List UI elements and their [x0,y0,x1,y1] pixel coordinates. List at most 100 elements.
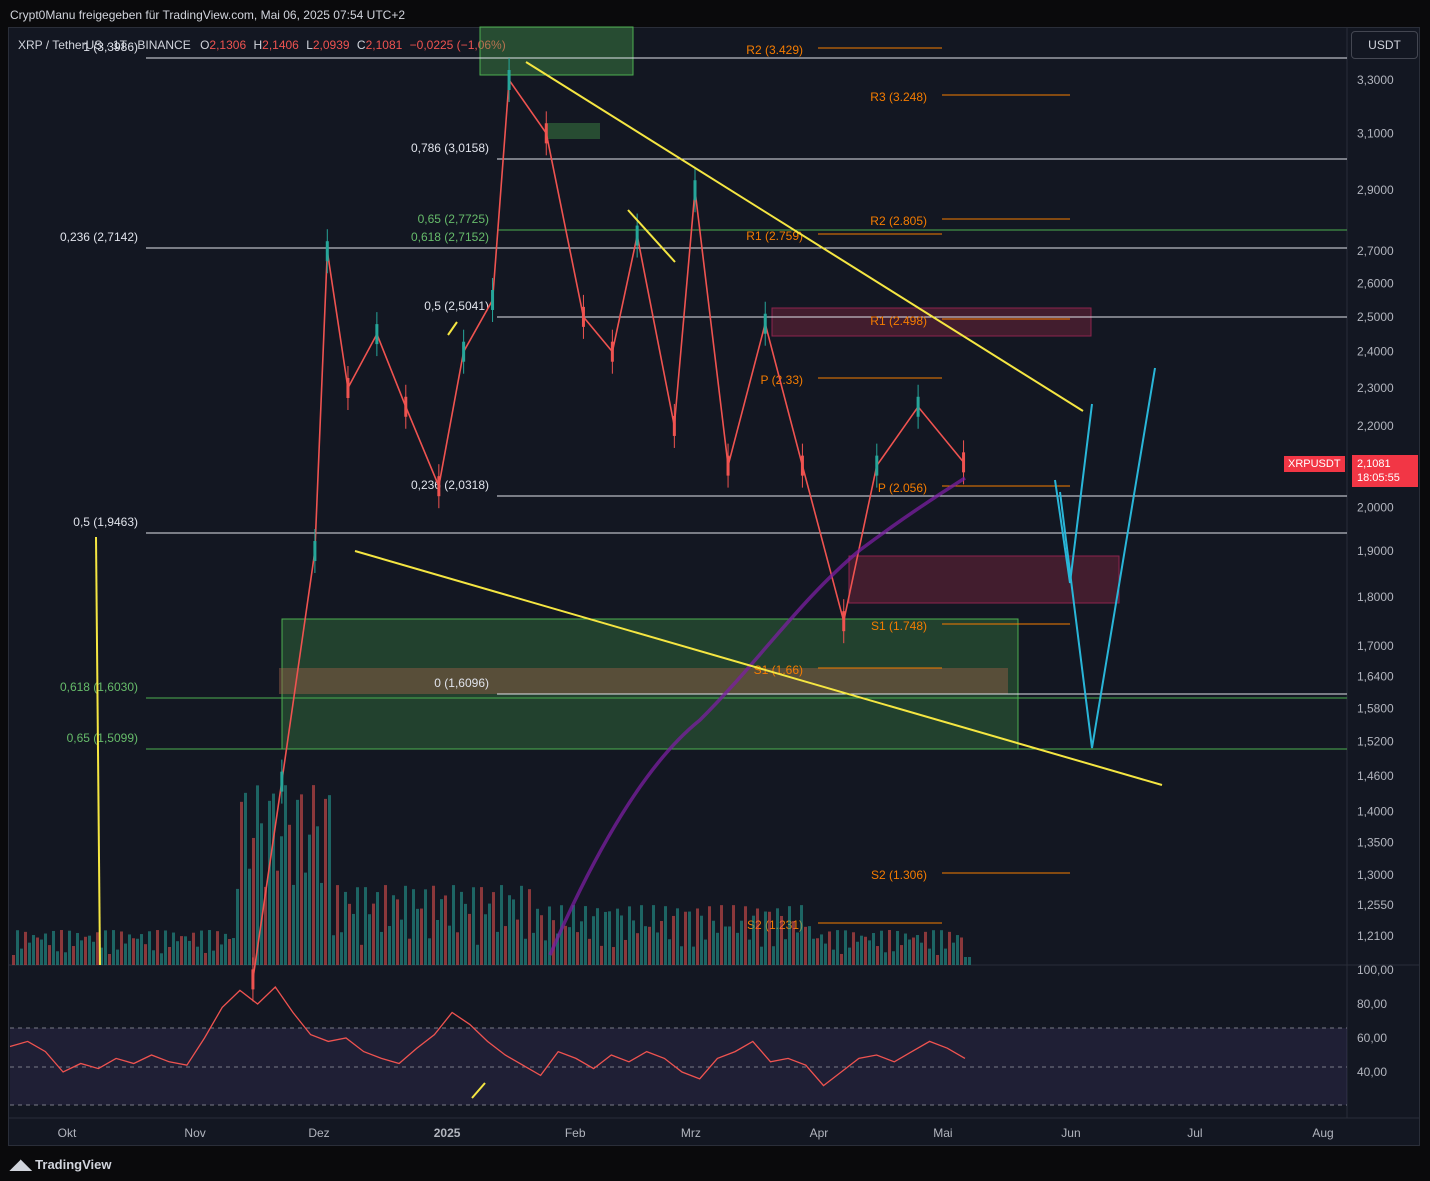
volume-bar [372,903,375,965]
tradingview-logo[interactable]: ◢◣ TradingView [10,1156,112,1173]
volume-bar [356,887,359,965]
candle-body [544,123,548,144]
candle-body [375,324,379,345]
volume-bar [832,949,835,965]
candle-body [437,476,441,497]
y-axis-tick-12: 1,8000 [1357,590,1394,604]
volume-bar [476,944,479,965]
volume-bar [392,895,395,965]
volume-bar [872,933,875,965]
volume-bar [284,785,287,965]
fib-label-4: 0,236 (2,7142) [60,230,138,244]
volume-bar [116,949,119,965]
volume-bar [204,952,207,965]
volume-bar [428,938,431,965]
candle-body [313,541,317,562]
volume-bar [864,936,867,965]
trendline-upper [525,61,1084,412]
volume-bar [608,911,611,965]
volume-bar [148,931,151,965]
volume-bar [576,932,579,965]
x-axis-tick-7: Mai [933,1126,952,1140]
trendline-short [627,209,676,263]
volume-bar [264,886,267,965]
volume-bar [296,799,299,965]
volume-bar [268,800,271,965]
y-axis-tick-21: 1,2550 [1357,898,1394,912]
volume-bar [808,926,811,965]
volume-bar [164,930,167,965]
projection-short [1054,403,1093,584]
volume-bar [624,939,627,965]
volume-bar [592,916,595,965]
volume-bar [96,932,99,965]
projection-long [1059,367,1156,749]
volume-bar [664,906,667,965]
volume-bar [676,908,679,965]
volume-bar [408,938,411,965]
volume-bar [584,906,587,965]
supply-zone-top [479,26,634,76]
volume-bar [396,899,399,965]
volume-bar [300,794,303,965]
candle-body [280,771,284,792]
symbol-line[interactable]: XRP / TetherUS · 1T · BINANCE [18,38,191,52]
fib-label-1: 0,786 (3,0158) [411,141,489,155]
volume-bar [600,945,603,965]
resistance-zone [771,307,1092,337]
volume-bar [528,889,531,965]
volume-bar [52,930,55,965]
tradingview-logo-icon: ◢◣ [10,1156,32,1172]
volume-bar [512,899,515,965]
symbol-price-tag: XRPUSDT [1284,456,1345,472]
volume-bar [260,823,263,965]
fib-label-3: 0,618 (2,7152) [411,230,489,244]
y-axis-tick-1: 3,1000 [1357,126,1394,140]
candle-body [346,378,350,399]
volume-bar [504,926,507,965]
volume-bar [404,885,407,965]
volume-bar [484,914,487,965]
currency-button[interactable]: USDT [1351,31,1418,59]
y-axis-tick-11: 1,9000 [1357,544,1394,558]
volume-bar [796,932,799,965]
volume-bar [836,930,839,965]
volume-bar [948,931,951,965]
rsi-trendline [471,1082,486,1099]
volume-bar [892,951,895,965]
volume-bar [108,953,111,965]
volume-bar [488,903,491,965]
volume-bar [112,930,115,965]
support-zone [848,555,1120,604]
y-axis-tick-19: 1,3500 [1357,836,1394,850]
volume-bar [324,798,327,965]
volume-bar [304,872,307,965]
volume-bar [960,937,963,965]
volume-bar [812,938,815,965]
volume-bar [232,937,235,965]
candle-body [491,289,495,310]
volume-bar [540,915,543,965]
volume-bar [924,931,927,965]
fib-label-2: 0,65 (2,7725) [418,212,489,226]
volume-bar [652,905,655,965]
y-axis-tick-20: 1,3000 [1357,868,1394,882]
volume-bar [880,930,883,965]
volume-bar [276,870,279,965]
pivot-label-3: R1 (2.759) [746,229,803,243]
volume-bar [460,891,463,965]
pivot-label-6: P (2.056) [878,481,927,495]
symbol-legend[interactable]: XRP / TetherUS · 1T · BINANCE O2,1306 H2… [18,38,506,52]
volume-bar [908,939,911,965]
pivot-label-5: P (2.33) [761,373,803,387]
volume-bar [720,905,723,965]
x-axis-tick-1: Nov [184,1126,205,1140]
trendline-vertical [95,536,101,966]
volume-bar [612,947,615,965]
candle-body [404,396,408,417]
volume-bar [780,915,783,965]
pivot-label-8: S1 (1.66) [754,663,803,677]
attribution-text: Crypt0Manu freigegeben für TradingView.c… [10,8,406,22]
volume-bar [128,934,131,965]
